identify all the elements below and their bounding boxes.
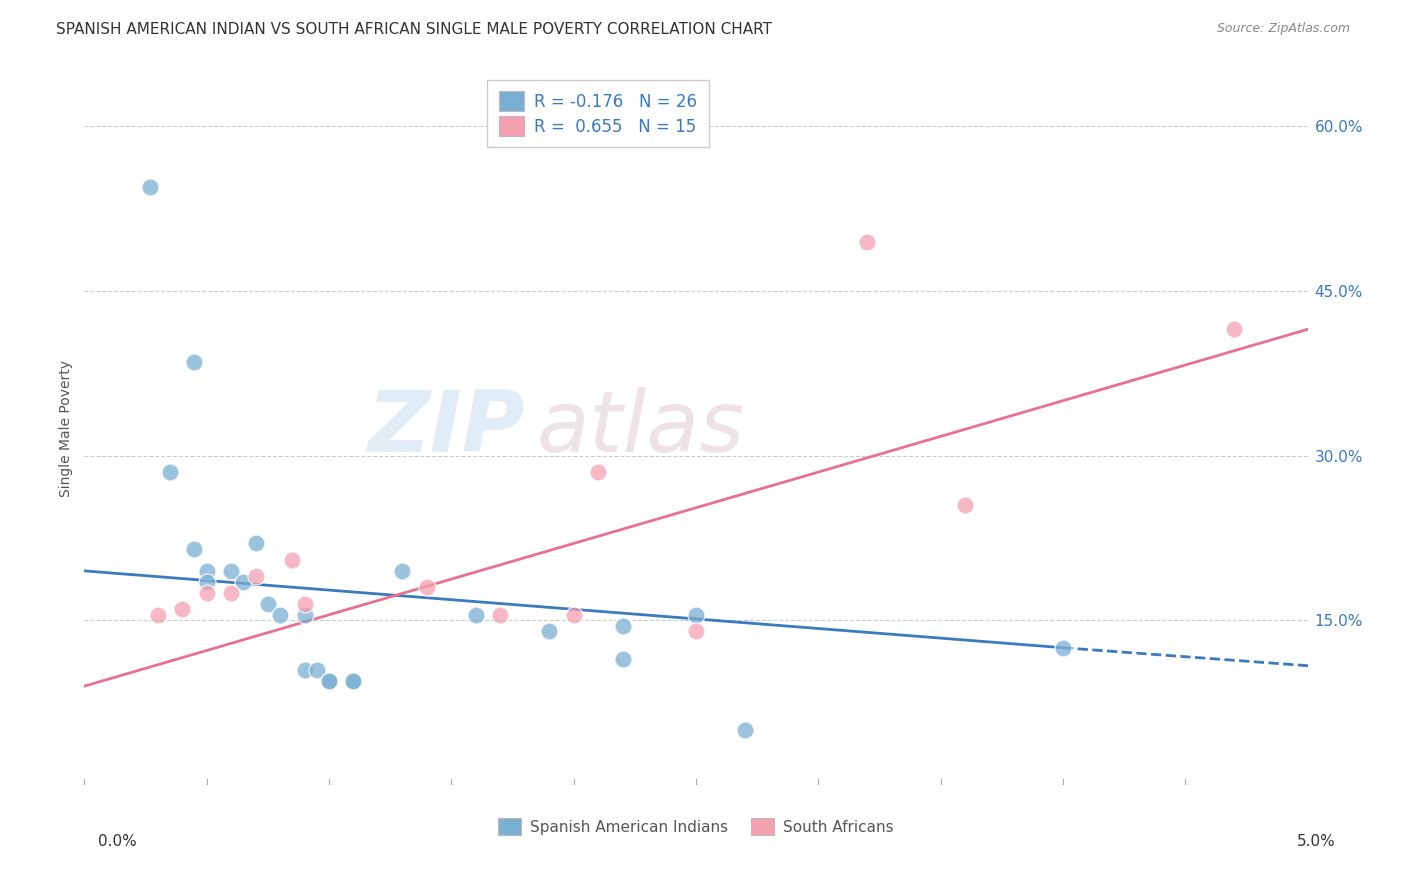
Point <box>139 179 162 194</box>
Point <box>612 651 634 665</box>
Text: 5.0%: 5.0% <box>1296 834 1336 849</box>
Point <box>232 574 254 589</box>
Point <box>953 498 976 512</box>
Point <box>219 564 242 578</box>
Point <box>183 355 205 369</box>
Point <box>245 569 267 583</box>
Point <box>342 673 364 688</box>
Point <box>281 553 304 567</box>
Point <box>1052 640 1074 655</box>
Point <box>294 663 316 677</box>
Text: atlas: atlas <box>537 386 745 470</box>
Point <box>195 574 218 589</box>
Text: ZIP: ZIP <box>367 386 524 470</box>
Point <box>219 586 242 600</box>
Point <box>562 607 585 622</box>
Point <box>734 723 756 737</box>
Legend: Spanish American Indians, South Africans: Spanish American Indians, South Africans <box>492 812 900 841</box>
Point <box>245 536 267 550</box>
Point <box>183 541 205 556</box>
Point <box>342 673 364 688</box>
Point <box>391 564 413 578</box>
Point <box>586 465 609 479</box>
Point <box>294 607 316 622</box>
Point <box>856 235 879 249</box>
Y-axis label: Single Male Poverty: Single Male Poverty <box>59 359 73 497</box>
Point <box>146 607 169 622</box>
Point <box>464 607 486 622</box>
Point <box>305 663 328 677</box>
Point <box>318 673 340 688</box>
Text: 0.0%: 0.0% <box>98 834 138 849</box>
Point <box>612 619 634 633</box>
Point <box>1223 322 1246 336</box>
Point <box>294 597 316 611</box>
Point <box>269 607 291 622</box>
Point <box>489 607 512 622</box>
Point <box>416 580 439 594</box>
Point <box>685 607 707 622</box>
Point <box>195 586 218 600</box>
Point <box>318 673 340 688</box>
Text: SPANISH AMERICAN INDIAN VS SOUTH AFRICAN SINGLE MALE POVERTY CORRELATION CHART: SPANISH AMERICAN INDIAN VS SOUTH AFRICAN… <box>56 22 772 37</box>
Point <box>257 597 280 611</box>
Point <box>685 624 707 639</box>
Point <box>195 564 218 578</box>
Text: Source: ZipAtlas.com: Source: ZipAtlas.com <box>1216 22 1350 36</box>
Point <box>159 465 181 479</box>
Point <box>538 624 561 639</box>
Point <box>172 602 194 616</box>
